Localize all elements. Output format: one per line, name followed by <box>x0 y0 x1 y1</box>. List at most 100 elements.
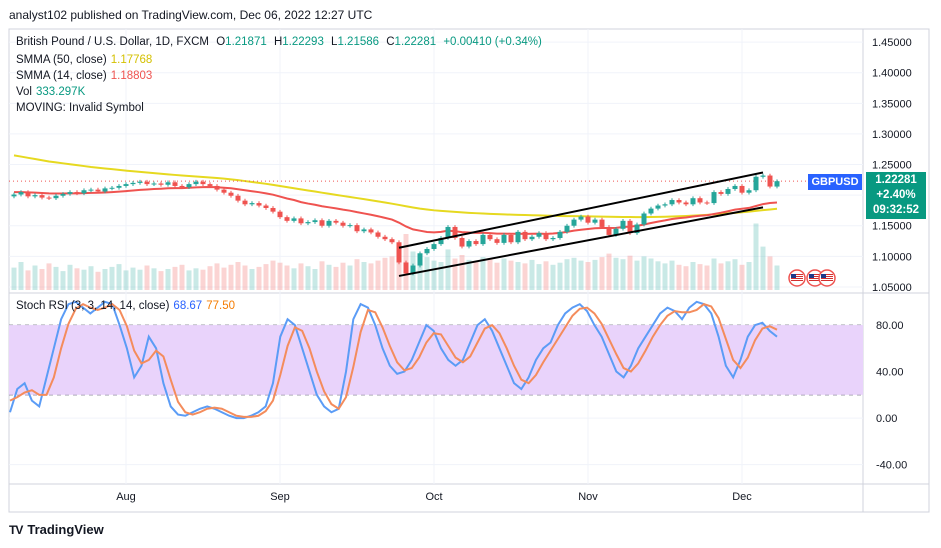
event-flags[interactable] <box>788 269 836 287</box>
gridlines <box>9 29 863 484</box>
volume-bar <box>326 264 332 290</box>
us-flag-canton <box>821 274 826 278</box>
volume-bar <box>312 269 318 290</box>
volume-bar <box>81 269 87 290</box>
legend-smma50[interactable]: SMMA (50, close) 1.17768 <box>16 54 153 66</box>
us-flag-stripe <box>791 274 803 275</box>
us-flag-stripe <box>809 274 821 275</box>
candle-body <box>452 226 458 238</box>
candle-body <box>578 216 584 220</box>
candle-body <box>438 237 444 245</box>
time-axis-labels: Aug Sep Oct Nov Dec <box>116 491 752 503</box>
volume-bar <box>634 260 640 290</box>
us-flag-canton <box>791 274 796 278</box>
candle-body <box>662 204 668 206</box>
candle-body <box>32 195 38 197</box>
candle-body <box>256 203 262 206</box>
volume-bar <box>473 261 479 290</box>
candle-body <box>410 265 416 274</box>
time-tick-label: Aug <box>116 491 136 503</box>
candle-body <box>543 233 549 240</box>
candle-body <box>284 217 290 221</box>
candle-body <box>445 226 451 238</box>
stoch-tick-label: -40.00 <box>876 460 907 472</box>
volume-bar <box>536 264 542 290</box>
candle-body <box>725 189 731 194</box>
ohlc-close: C1.22281 <box>386 36 437 48</box>
candle-body <box>627 220 633 234</box>
candle-body <box>655 205 661 209</box>
volume-bar <box>228 264 234 290</box>
stoch-lines <box>9 300 778 420</box>
us-flag-stripe <box>821 280 833 281</box>
volume-bar <box>144 265 150 290</box>
us-flag-stripe <box>821 276 833 277</box>
candle-body <box>515 231 521 243</box>
us-flag-stripe <box>821 274 833 275</box>
legend-stoch[interactable]: Stoch RSI (3, 3, 14, 14, close) 68.67 77.5… <box>16 300 235 312</box>
volume-bar <box>235 262 241 290</box>
volume-bar <box>382 257 388 290</box>
legend-moving[interactable]: MOVING: Invalid Symbol <box>16 102 144 114</box>
candle-body <box>529 236 535 240</box>
volume-bar <box>249 269 255 290</box>
candle-body <box>606 226 612 235</box>
candle-body <box>25 192 31 197</box>
stoch-d-line <box>9 302 778 418</box>
volume-bar <box>340 262 346 290</box>
publisher-header: analyst102 published on TradingView.com,… <box>9 8 373 22</box>
candle-body <box>109 187 115 189</box>
candle-body <box>165 182 171 185</box>
price-tick-label: 1.05000 <box>872 282 912 294</box>
volume-bar <box>186 270 192 290</box>
candle-body <box>564 225 570 232</box>
volume-bar <box>746 262 752 290</box>
volume-bar <box>431 260 437 290</box>
volume-bar <box>137 269 143 290</box>
candle-body <box>613 228 619 235</box>
legend-volume[interactable]: Vol 333.297K <box>16 86 86 98</box>
volume-bar <box>165 269 171 290</box>
volume-bar <box>88 266 94 290</box>
trend-channel <box>398 171 764 277</box>
candle-body <box>11 194 17 197</box>
us-flag-stripe <box>791 280 803 281</box>
volume-bar <box>123 270 129 290</box>
volume-bar <box>522 263 528 290</box>
candle-body <box>361 229 367 232</box>
volume-bar <box>452 258 458 290</box>
candles <box>11 173 780 276</box>
volume-bar <box>564 259 570 290</box>
volume-bar <box>25 270 31 290</box>
tradingview-logo-icon: TV <box>9 522 23 537</box>
candle-body <box>312 220 318 223</box>
candle-body <box>746 190 752 193</box>
candle-body <box>221 189 227 193</box>
candle-body <box>648 208 654 214</box>
volume-bar <box>396 243 402 290</box>
candle-body <box>179 185 185 188</box>
volume-bar <box>46 263 52 290</box>
candle-body <box>599 219 605 227</box>
volume-bar <box>179 264 185 290</box>
time-tick-label: Dec <box>732 491 752 503</box>
legend-smma14[interactable]: SMMA (14, close) 1.18803 <box>16 70 153 82</box>
volume-bar <box>333 266 339 290</box>
smma-lines <box>9 154 863 235</box>
volume-bar <box>368 263 374 290</box>
volume-bar <box>67 264 73 290</box>
tradingview-brand[interactable]: TV TradingView <box>9 522 104 537</box>
candle-body <box>207 184 213 186</box>
volume-bar <box>529 259 535 290</box>
candle-body <box>347 225 353 227</box>
candle-body <box>368 229 374 233</box>
channel-upper-line <box>398 171 764 249</box>
volume-bar <box>501 258 507 290</box>
candle-body <box>81 190 87 194</box>
candle-body <box>67 192 73 194</box>
candle-body <box>711 192 717 204</box>
volume-bar <box>445 249 451 290</box>
volume-bar <box>389 256 395 290</box>
stoch-k-line <box>9 300 778 420</box>
candle-body <box>522 231 528 240</box>
